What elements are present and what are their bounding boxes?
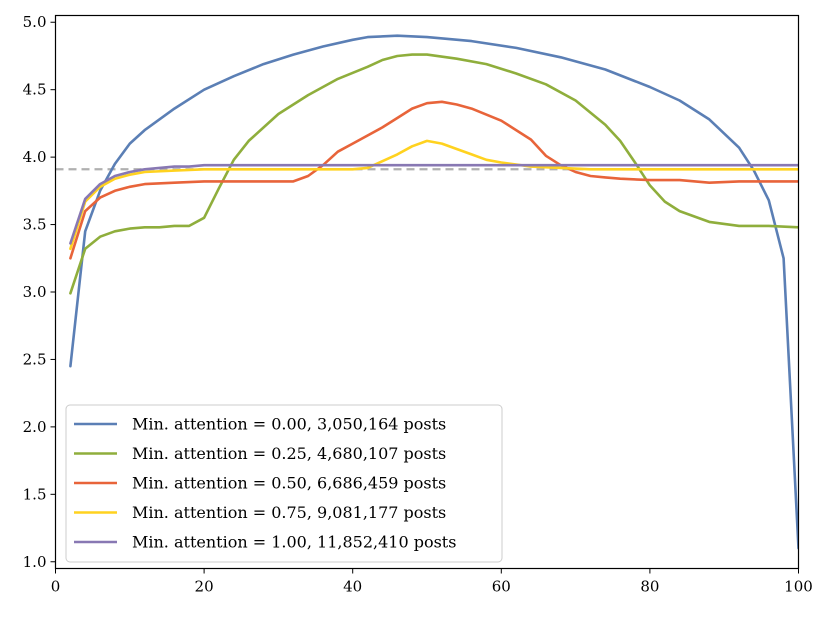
y-tick-label: 2.0 xyxy=(23,418,47,436)
y-tick-label: 4.0 xyxy=(23,148,47,166)
legend-label-3: Min. attention = 0.75, 9,081,177 posts xyxy=(132,503,446,522)
axis-ticks: 0 20 40 60 80 100 1.0 1.5 2.0 2.5 3.0 3.5 4.0 4.5 5.0 xyxy=(23,13,813,595)
y-tick-label: 1.5 xyxy=(23,485,47,503)
series-line-0 xyxy=(69,34,799,550)
legend-label-0: Min. attention = 0.00, 3,050,164 posts xyxy=(132,415,446,434)
y-tick-label: 5.0 xyxy=(23,13,47,31)
y-tick-label: 4.5 xyxy=(23,81,47,99)
series-line-1 xyxy=(69,53,799,295)
y-tick-label: 1.0 xyxy=(23,553,47,571)
y-tick-label: 3.5 xyxy=(23,216,47,234)
y-tick-label: 2.5 xyxy=(23,350,47,368)
y-tick-label: 3.0 xyxy=(23,283,47,301)
legend-label-2: Min. attention = 0.50, 6,686,459 posts xyxy=(132,474,446,493)
x-tick-label: 60 xyxy=(492,578,511,596)
series-line-2 xyxy=(69,100,799,260)
legend-label-4: Min. attention = 1.00, 11,852,410 posts xyxy=(132,533,456,552)
legend-label-1: Min. attention = 0.25, 4,680,107 posts xyxy=(132,444,446,463)
x-tick-label: 0 xyxy=(51,578,61,596)
plot-area xyxy=(55,34,799,550)
x-tick-label: 20 xyxy=(195,578,214,596)
x-tick-label: 100 xyxy=(784,578,813,596)
series-line-4 xyxy=(69,163,799,245)
x-tick-label: 40 xyxy=(343,578,362,596)
series-line-3 xyxy=(69,139,799,251)
legend: Min. attention = 0.00, 3,050,164 posts Mi… xyxy=(65,404,503,563)
x-tick-label: 80 xyxy=(640,578,659,596)
legend-box xyxy=(65,404,503,563)
